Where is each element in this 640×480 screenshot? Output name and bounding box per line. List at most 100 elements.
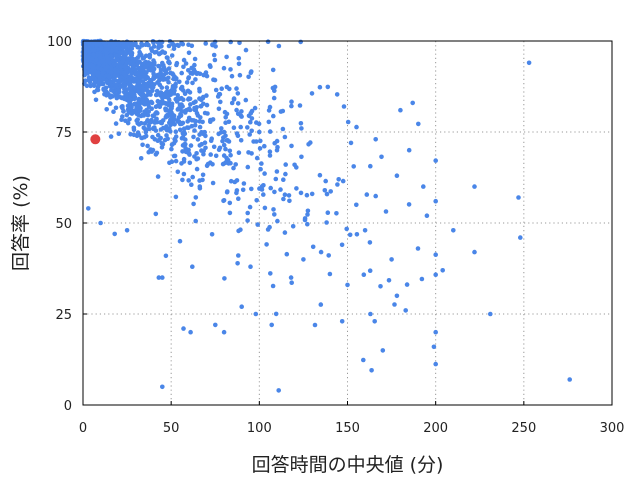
- data-point: [118, 84, 124, 89]
- data-point: [199, 148, 204, 153]
- data-point: [138, 156, 144, 161]
- data-point: [234, 107, 239, 113]
- data-point: [227, 210, 233, 216]
- data-point: [433, 198, 439, 204]
- data-point: [200, 172, 206, 178]
- data-point: [164, 113, 169, 118]
- data-point: [82, 57, 88, 62]
- data-point: [145, 101, 150, 107]
- data-point: [179, 102, 184, 107]
- data-point: [142, 73, 147, 78]
- data-point: [149, 48, 155, 53]
- highlight-point-layer: [90, 134, 101, 145]
- data-point: [239, 304, 244, 310]
- data-point: [258, 166, 263, 172]
- data-point: [298, 190, 304, 196]
- data-point: [160, 384, 165, 390]
- data-point: [234, 190, 239, 196]
- data-point: [268, 271, 273, 276]
- data-point: [133, 67, 138, 72]
- data-point: [406, 202, 412, 207]
- data-point: [271, 113, 276, 119]
- data-point: [106, 74, 112, 80]
- data-point: [278, 109, 284, 114]
- data-point: [153, 211, 159, 217]
- data-point: [140, 61, 146, 67]
- data-point: [272, 189, 277, 195]
- data-point: [172, 122, 177, 127]
- data-point: [262, 171, 267, 176]
- data-point: [236, 196, 241, 201]
- data-point: [433, 329, 439, 335]
- data-point: [169, 53, 175, 58]
- data-point: [88, 63, 93, 69]
- data-point: [192, 105, 197, 111]
- data-point: [171, 91, 177, 96]
- data-point: [165, 89, 170, 94]
- data-point: [178, 113, 184, 118]
- data-point: [218, 99, 223, 105]
- data-point: [318, 249, 324, 255]
- data-point: [335, 182, 340, 187]
- data-point: [326, 253, 332, 258]
- data-point: [187, 160, 193, 166]
- x-tick-label: 300: [600, 421, 625, 436]
- data-point: [212, 39, 218, 45]
- data-point: [271, 95, 277, 101]
- data-point: [171, 42, 177, 48]
- data-point: [204, 102, 210, 108]
- data-point: [122, 82, 127, 88]
- data-point: [143, 42, 148, 47]
- data-point: [223, 133, 228, 139]
- data-point: [282, 230, 288, 235]
- data-point: [96, 80, 102, 85]
- data-point: [213, 322, 218, 328]
- data-point: [113, 105, 119, 111]
- data-point: [177, 79, 182, 85]
- data-point: [111, 109, 116, 114]
- data-point: [287, 198, 292, 204]
- data-point: [235, 111, 241, 117]
- data-point: [157, 104, 163, 110]
- data-point: [247, 204, 253, 210]
- data-point: [253, 139, 259, 144]
- data-point: [118, 95, 124, 100]
- data-point: [373, 193, 379, 199]
- data-point: [210, 180, 216, 186]
- data-point: [153, 111, 158, 116]
- data-point: [108, 101, 113, 106]
- data-point: [379, 154, 384, 160]
- data-point: [224, 111, 230, 117]
- data-point: [89, 68, 95, 73]
- data-point: [168, 122, 174, 128]
- data-point: [211, 144, 217, 150]
- data-point: [149, 84, 154, 90]
- data-point: [147, 55, 153, 60]
- data-point: [236, 253, 241, 258]
- data-point: [334, 92, 340, 97]
- data-point: [183, 149, 188, 154]
- data-point: [171, 46, 177, 51]
- data-point: [472, 249, 477, 255]
- data-point: [194, 111, 200, 116]
- data-point: [297, 103, 303, 108]
- data-point: [367, 268, 373, 274]
- data-point: [299, 126, 304, 131]
- data-point: [165, 93, 170, 99]
- data-point: [341, 104, 347, 109]
- data-point: [121, 70, 126, 76]
- data-point: [211, 52, 217, 58]
- data-point: [223, 160, 228, 166]
- data-point: [516, 195, 521, 200]
- data-point: [123, 52, 129, 57]
- data-point: [228, 67, 233, 72]
- data-point: [174, 99, 180, 104]
- data-point: [237, 72, 243, 78]
- data-point: [198, 103, 204, 109]
- data-point: [275, 218, 280, 224]
- data-point: [246, 113, 252, 119]
- data-point: [354, 202, 359, 208]
- data-point: [274, 169, 280, 174]
- data-point: [208, 64, 213, 69]
- data-point: [406, 147, 412, 153]
